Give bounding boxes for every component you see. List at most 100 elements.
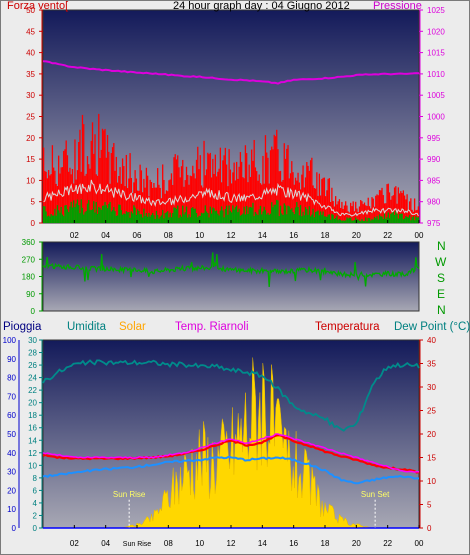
pressure-title: Pressione: [373, 0, 422, 12]
temp-xtick-label-2: Sun Rise: [123, 541, 152, 548]
wind-xtick-label-3: 08: [164, 231, 173, 240]
temp-xtick-label-6: 14: [258, 539, 267, 548]
humidity-ytick-label-5: 10: [28, 461, 37, 470]
wind-ytick-label-4: 20: [26, 134, 35, 143]
temp-xtick-label-10: 22: [383, 539, 392, 548]
humidity-ytick-label-11: 22: [28, 386, 37, 395]
pressure-ytick-label-8: 1015: [427, 49, 445, 58]
legend-solar: Solar: [119, 321, 146, 333]
humidity-ytick-label-7: 14: [28, 436, 37, 445]
wind-xtick-label-11: 00: [415, 231, 424, 240]
wind-avg-series: [42, 199, 420, 223]
pressure-line: [42, 60, 420, 85]
wind-xtick-label-6: 14: [258, 231, 267, 240]
humidity-line: [42, 359, 420, 432]
temp-xtick-label-9: 20: [352, 539, 361, 548]
direction-ytick-label-0: 0: [31, 307, 36, 316]
pressure-ytick-label-3: 990: [427, 155, 441, 164]
chart-title: 24 hour graph day : 04 Giugno 2012: [173, 0, 350, 12]
wind-ytick-label-1: 5: [31, 198, 36, 207]
pressure-ytick-label-1: 980: [427, 198, 441, 207]
temp-ytick-label-6: 30: [427, 383, 436, 392]
wind-xtick-label-5: 12: [227, 231, 236, 240]
temp-xtick-label-3: 08: [164, 539, 173, 548]
wind-xtick-label-7: 16: [289, 231, 298, 240]
pressure-ytick-label-9: 1020: [427, 27, 445, 36]
wind-ytick-label-9: 45: [26, 27, 35, 36]
direction-label-4: N: [437, 303, 446, 317]
temp-ytick-label-8: 40: [427, 336, 436, 345]
wind-xtick-label-9: 20: [352, 231, 361, 240]
pressure-ytick-label-2: 985: [427, 176, 441, 185]
rain-ytick-label-4: 40: [7, 449, 16, 458]
wind-xtick-label-1: 04: [101, 231, 110, 240]
temp-ytick-label-4: 20: [427, 430, 436, 439]
humidity-ytick-label-1: 2: [33, 511, 38, 520]
legend-humidity: Umidita: [67, 321, 106, 333]
humidity-ytick-label-14: 28: [28, 349, 37, 358]
rain-ytick-label-9: 90: [7, 355, 16, 364]
heat-index-line: [42, 433, 419, 473]
wind-ytick-label-6: 30: [26, 91, 35, 100]
humidity-ytick-label-0: 0: [33, 524, 38, 533]
sunrise-label: Sun Rise: [113, 490, 146, 499]
sunset-label: Sun Set: [361, 490, 390, 499]
humidity-ytick-label-6: 12: [28, 449, 37, 458]
rain-ytick-label-3: 30: [7, 468, 16, 477]
humidity-ytick-label-15: 30: [28, 336, 37, 345]
rain-ytick-label-5: 50: [7, 430, 16, 439]
wind-ytick-label-5: 25: [26, 113, 35, 122]
wind-xtick-label-4: 10: [195, 231, 204, 240]
humidity-ytick-label-3: 6: [33, 486, 38, 495]
temp-xtick-label-4: 10: [195, 539, 204, 548]
wind-white-line: [43, 179, 419, 217]
wind-direction-line: [42, 252, 420, 287]
pressure-ytick-label-0: 975: [427, 219, 441, 228]
humidity-ytick-label-12: 24: [28, 374, 37, 383]
pressure-ytick-label-10: 1025: [427, 6, 445, 15]
wind-xtick-label-10: 22: [383, 231, 392, 240]
wind-ytick-label-2: 10: [26, 176, 35, 185]
wind-xtick-label-8: 18: [321, 231, 330, 240]
direction-label-2: S: [437, 271, 446, 285]
wind-title: Forza vento[: [7, 0, 69, 12]
rain-ytick-label-2: 20: [7, 486, 16, 495]
humidity-ytick-label-8: 16: [28, 424, 37, 433]
wind-ytick-label-10: 50: [26, 6, 35, 15]
dewpoint-line: [42, 455, 420, 485]
rain-ytick-label-0: 0: [12, 524, 17, 533]
temp-xtick-label-8: 18: [321, 539, 330, 548]
temp-xtick-label-5: 12: [227, 539, 236, 548]
humidity-ytick-label-9: 18: [28, 411, 37, 420]
pressure-ytick-label-5: 1000: [427, 113, 445, 122]
temp-xtick-label-0: 02: [70, 539, 79, 548]
wind-ytick-label-8: 40: [26, 49, 35, 58]
pressure-ytick-label-4: 995: [427, 134, 441, 143]
rain-ytick-label-8: 80: [7, 374, 16, 383]
temp-ytick-label-3: 15: [427, 454, 436, 463]
temperature-line: [42, 434, 420, 474]
rain-ytick-label-6: 60: [7, 411, 16, 420]
temp-xtick-label-1: 04: [101, 539, 110, 548]
direction-plot-area: [42, 241, 420, 312]
direction-ytick-label-1: 90: [26, 290, 35, 299]
humidity-ytick-label-2: 4: [33, 499, 38, 508]
wind-ytick-label-3: 15: [26, 155, 35, 164]
legend-heat: Temp. Riarnoli: [175, 321, 249, 333]
legend-temperature: Temperatura: [315, 321, 380, 333]
legend-dewpoint: Dew Point (°C): [394, 321, 470, 333]
direction-ytick-label-3: 270: [22, 255, 36, 264]
direction-ytick-label-4: 360: [22, 238, 36, 247]
direction-label-1: W: [435, 255, 447, 269]
rain-ytick-label-10: 100: [3, 336, 17, 345]
temp-ytick-label-1: 5: [427, 501, 432, 510]
temp-xtick-label-7: 16: [289, 539, 298, 548]
wind-xtick-label-0: 02: [70, 231, 79, 240]
wind-ytick-label-7: 35: [26, 70, 35, 79]
humidity-ytick-label-13: 26: [28, 361, 37, 370]
rain-ytick-label-7: 70: [7, 392, 16, 401]
temp-ytick-label-7: 35: [427, 360, 436, 369]
humidity-ytick-label-4: 8: [33, 474, 38, 483]
temp-ytick-label-0: 0: [427, 524, 432, 533]
